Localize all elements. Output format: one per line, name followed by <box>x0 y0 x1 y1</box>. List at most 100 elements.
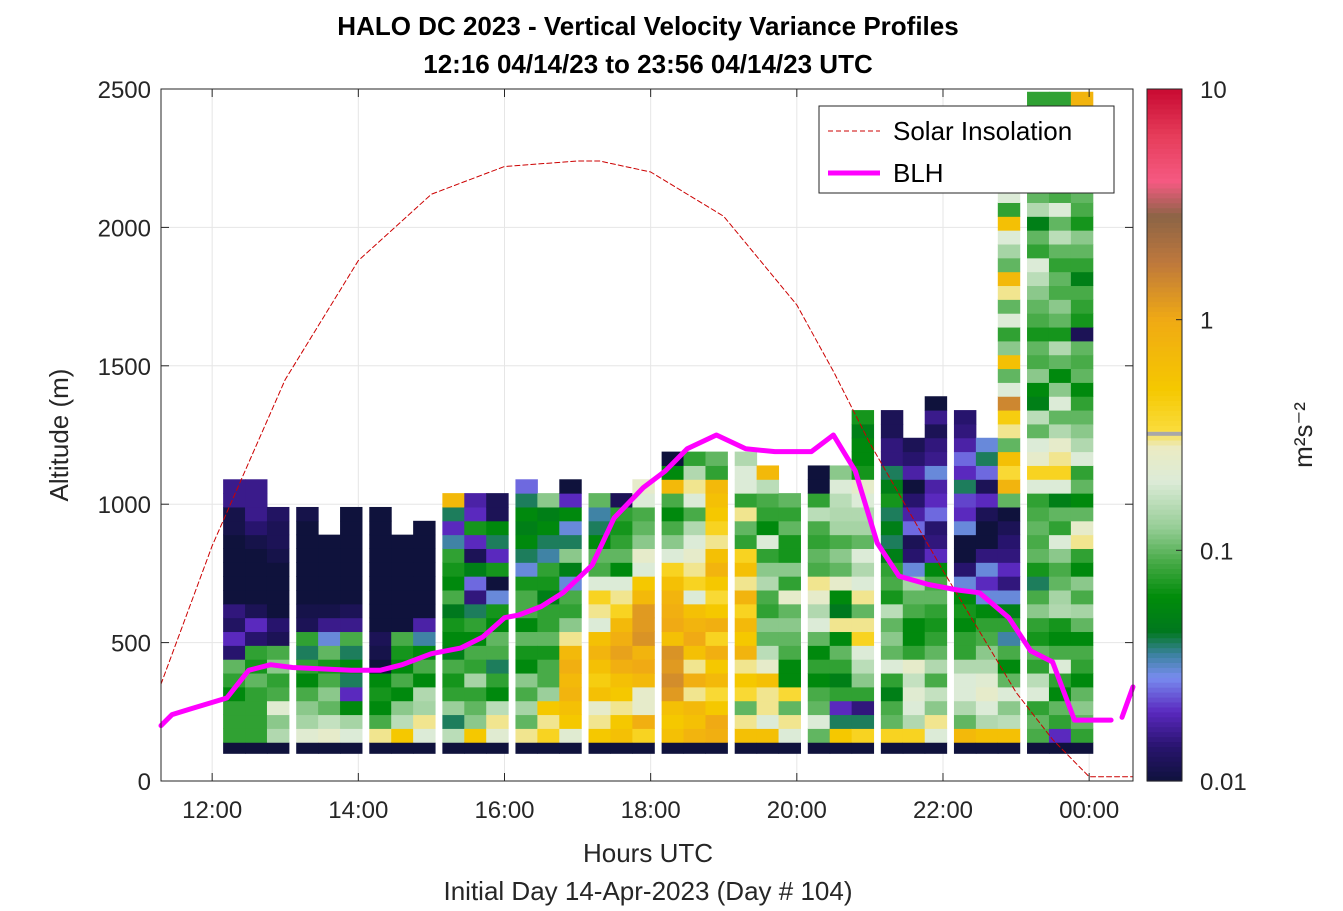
heatmap-cell <box>778 548 801 563</box>
heatmap-cell <box>413 631 436 646</box>
heatmap-cell <box>1048 230 1072 245</box>
heatmap-cell <box>705 576 728 591</box>
heatmap-cell <box>997 631 1021 646</box>
heatmap-cell <box>829 700 853 716</box>
colorbar-segment <box>1147 281 1182 288</box>
heatmap-cell <box>778 576 801 591</box>
heatmap-cell <box>1027 493 1050 508</box>
heatmap-cell <box>486 659 509 674</box>
heatmap-cell <box>515 631 538 646</box>
heatmap-cell <box>1027 437 1050 453</box>
colorbar-segment <box>1147 395 1182 401</box>
heatmap-cell <box>369 506 392 522</box>
colorbar-segment <box>1147 286 1182 293</box>
heatmap-cell <box>975 506 999 522</box>
heatmap-cell <box>829 548 853 563</box>
colorbar-segment <box>1147 227 1182 233</box>
heatmap-cell <box>661 617 685 633</box>
heatmap-cell <box>924 700 948 716</box>
heatmap-cell <box>1048 645 1072 660</box>
heatmap-cell <box>245 617 268 633</box>
heatmap-cell <box>1027 271 1050 287</box>
y-tick-label: 1500 <box>98 354 151 381</box>
heatmap-cell <box>1070 728 1094 743</box>
colorbar-segment <box>1147 558 1182 565</box>
heatmap-cell <box>953 562 977 577</box>
heatmap-cell <box>486 548 509 563</box>
heatmap-cell <box>851 423 875 439</box>
heatmap-cell <box>1070 576 1094 591</box>
heatmap-cell <box>1070 479 1094 494</box>
heatmap-cell <box>1070 299 1094 314</box>
heatmap-cell <box>902 645 926 660</box>
heatmap-cell <box>1027 673 1050 688</box>
heatmap-cell <box>559 520 582 536</box>
colorbar-label: m²s⁻² <box>1288 402 1318 468</box>
heatmap-cell <box>318 631 341 646</box>
heatmap-cell <box>705 686 728 702</box>
heatmap-cell <box>683 728 706 743</box>
heatmap-cell <box>778 603 801 619</box>
heatmap-cell <box>1070 257 1094 273</box>
heatmap-cell <box>924 437 948 453</box>
heatmap-cell <box>223 617 246 633</box>
heatmap-cell <box>632 576 655 591</box>
heatmap-cell <box>975 700 999 716</box>
heatmap-cell <box>902 603 926 619</box>
heatmap-cell <box>223 645 246 660</box>
heatmap-cell <box>486 728 509 743</box>
colorbar-segment <box>1147 474 1182 481</box>
heatmap-cell <box>223 534 246 549</box>
heatmap-cell <box>223 493 246 508</box>
heatmap-cell <box>807 728 831 743</box>
heatmap-cell <box>953 479 977 494</box>
heatmap-cell <box>369 590 392 605</box>
heatmap-cell <box>1027 299 1050 314</box>
heatmap-cell <box>632 673 655 688</box>
heatmap-cell <box>902 562 926 577</box>
heatmap-cell <box>924 493 948 508</box>
series-lines <box>158 160 1136 778</box>
colorbar-segment <box>1147 573 1182 579</box>
heatmap-cell <box>997 645 1021 660</box>
heatmap-cell <box>661 479 685 494</box>
heatmap-cell <box>266 562 290 577</box>
heatmap-cell <box>975 562 999 577</box>
heatmap-cell <box>807 686 831 702</box>
heatmap-cell <box>340 742 363 754</box>
heatmap-cell <box>515 686 538 702</box>
heatmap-cell <box>1027 244 1050 259</box>
heatmap-cell <box>661 520 685 536</box>
heatmap-cell <box>318 700 341 716</box>
heatmap-cell <box>266 742 290 754</box>
heatmap-cell <box>1070 271 1094 287</box>
heatmap-cell <box>997 548 1021 563</box>
heatmap-cell <box>1027 562 1050 577</box>
heatmap-cell <box>537 493 560 508</box>
heatmap-cell <box>318 562 341 577</box>
heatmap-cell <box>734 451 758 466</box>
heatmap-cell <box>683 617 706 633</box>
colorbar-segment <box>1147 504 1182 510</box>
heatmap-cell <box>1027 285 1050 300</box>
heatmap-cell <box>632 603 655 619</box>
heatmap-cell <box>705 506 728 522</box>
colorbar-segment <box>1147 701 1182 708</box>
heatmap-cell <box>1070 340 1094 356</box>
colorbar-segment <box>1147 138 1182 144</box>
heatmap-cell <box>1070 202 1094 217</box>
heatmap-cell <box>340 562 363 577</box>
heatmap-cell <box>559 479 582 494</box>
heatmap-cell <box>953 410 977 425</box>
heatmap-cell <box>953 534 977 549</box>
heatmap-cell <box>778 673 801 688</box>
heatmap-cell <box>829 562 853 577</box>
colorbar-segment <box>1147 187 1182 194</box>
colorbar-segment <box>1147 593 1182 599</box>
heatmap-cell <box>464 659 487 674</box>
heatmap-cell <box>924 534 948 549</box>
colorbar-segment <box>1147 271 1182 278</box>
colorbar-segment <box>1147 262 1182 268</box>
heatmap-cell <box>464 506 487 522</box>
heatmap-cell <box>953 493 977 508</box>
